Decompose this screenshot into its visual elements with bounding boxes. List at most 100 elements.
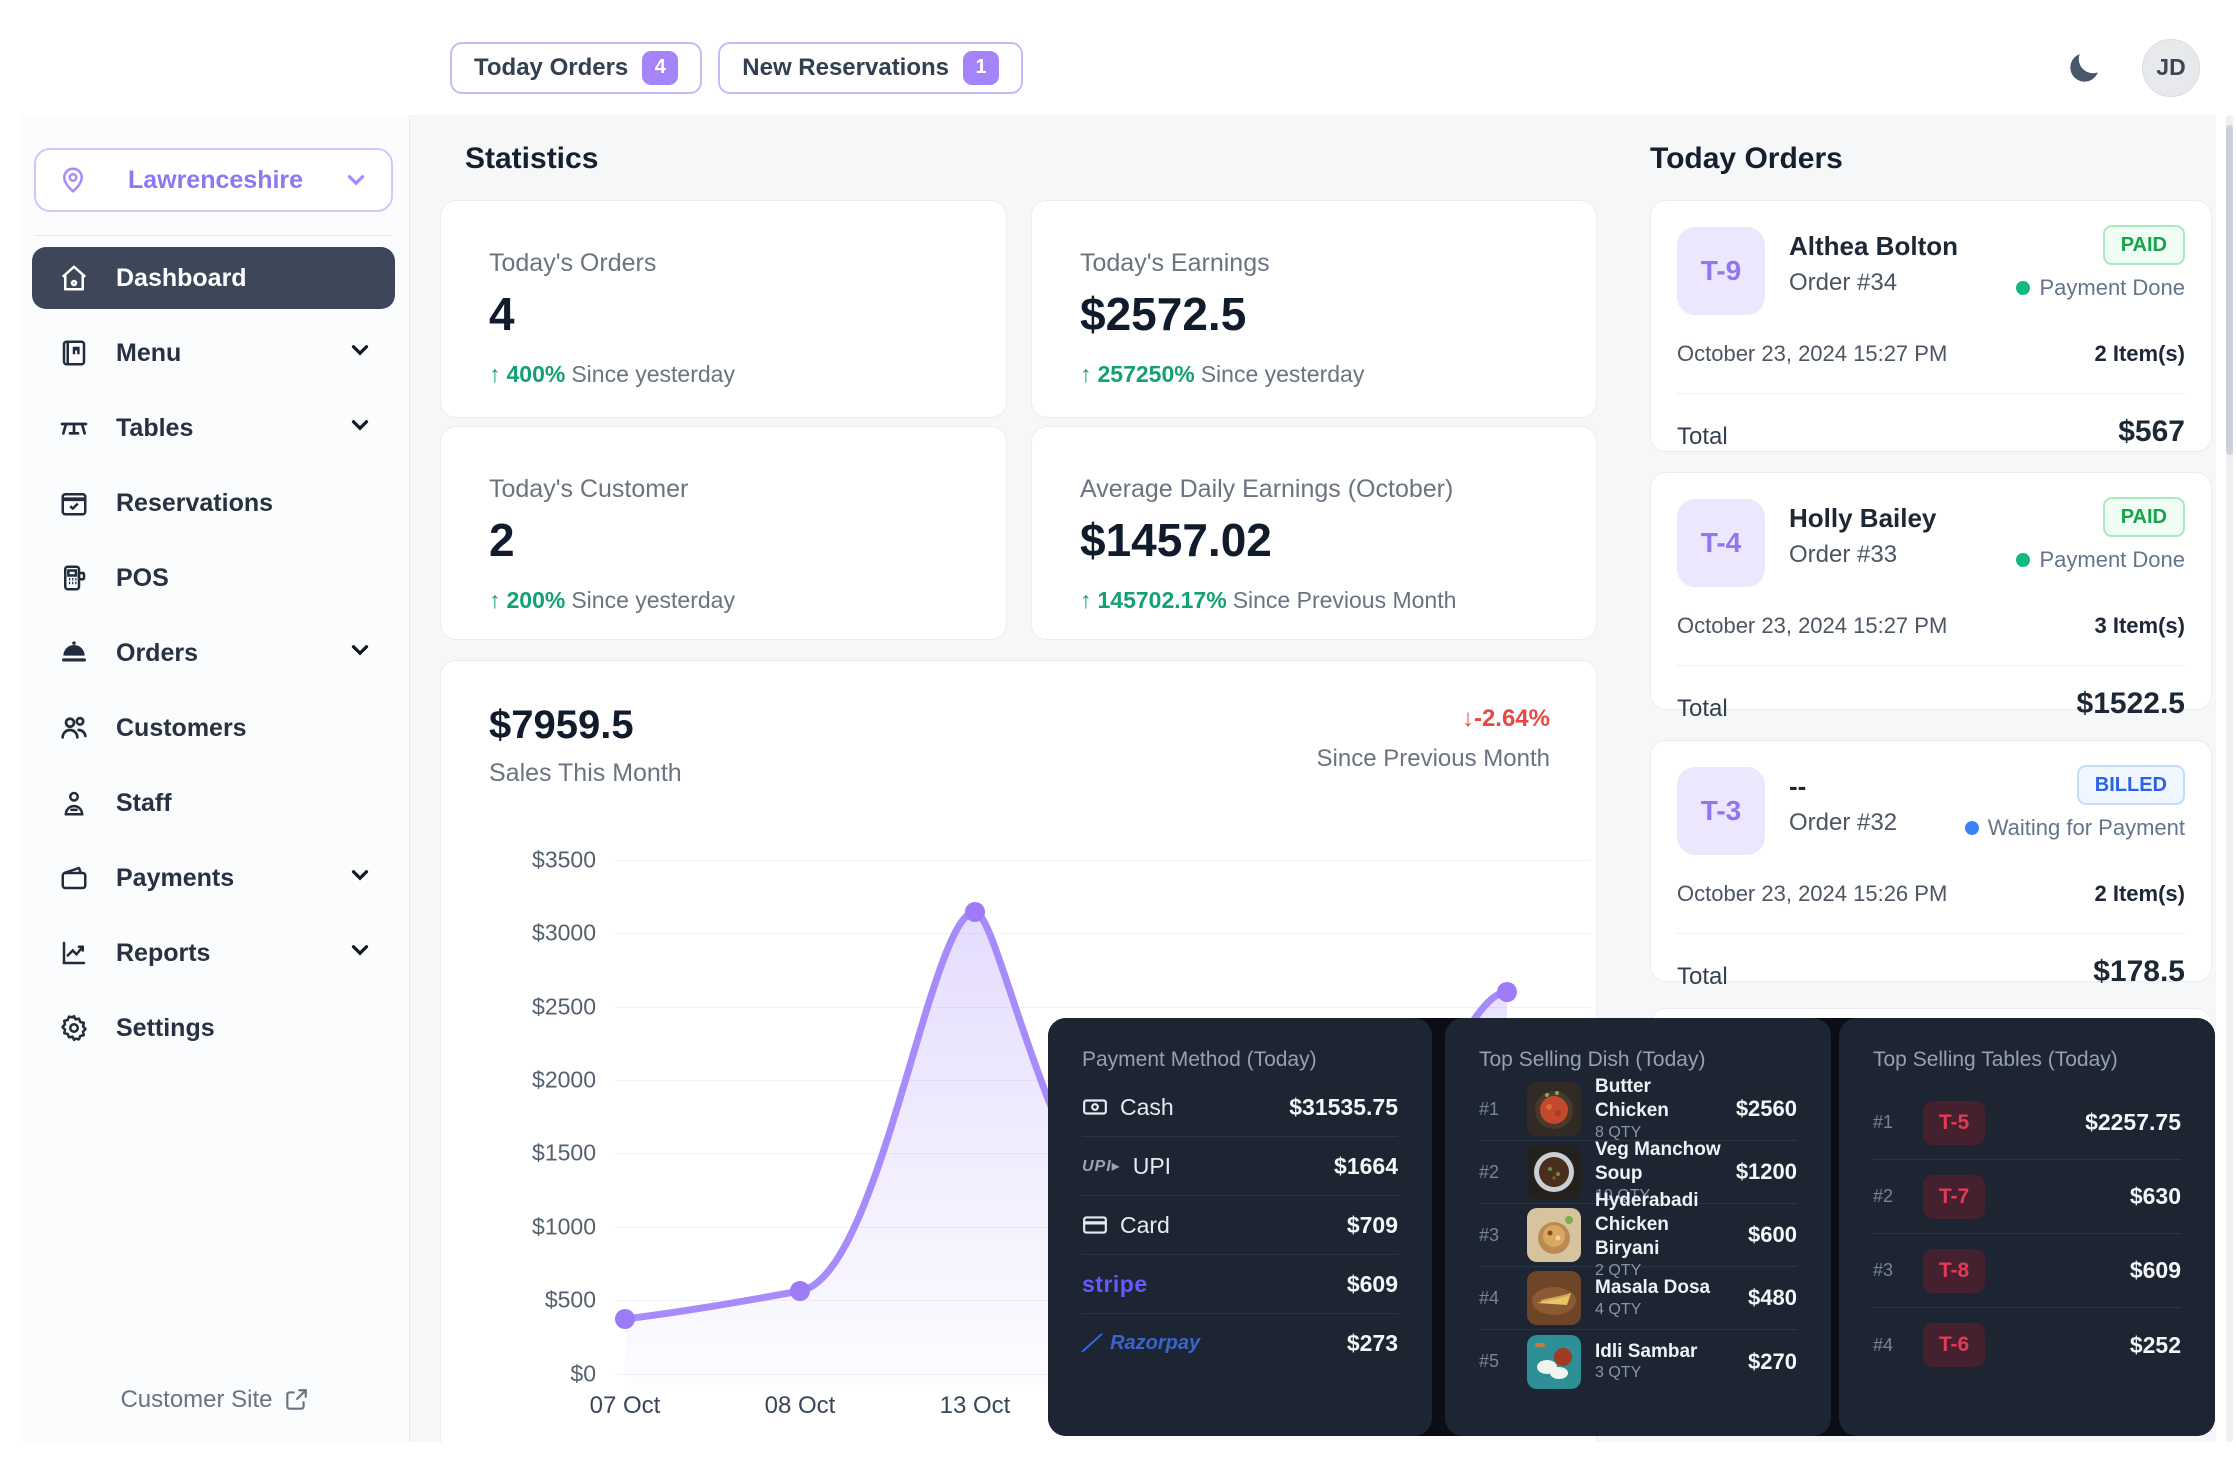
trend-up-icon: ↑ xyxy=(489,587,501,613)
sidebar-item-label: Reservations xyxy=(116,488,274,517)
sidebar-item-pos[interactable]: POS xyxy=(32,547,395,609)
razorpay-slash-icon: ⟋ xyxy=(1082,1330,1099,1356)
user-avatar[interactable]: JD xyxy=(2142,38,2200,97)
location-selector[interactable]: Lawrenceshire xyxy=(34,148,393,212)
table-row: #1 T-5 $2257.75 xyxy=(1873,1086,2181,1160)
dish-rank: #1 xyxy=(1479,1098,1500,1119)
dish-row: #3 Hyderabadi Chicken Biryani 2 QTY $600 xyxy=(1479,1190,1797,1279)
sidebar-item-label: Staff xyxy=(116,788,172,817)
stat-delta-percent: 257250% xyxy=(1097,361,1195,387)
order-items-count: 2 Item(s) xyxy=(2094,341,2185,366)
panel-title: Payment Method (Today) xyxy=(1082,1048,1317,1071)
cash-icon xyxy=(1082,1094,1108,1120)
top-selling-dish-panel: Top Selling Dish (Today) #1 Butter Chick… xyxy=(1445,1018,1831,1436)
order-datetime: October 23, 2024 15:27 PM xyxy=(1677,613,1948,638)
order-card[interactable]: T-3 -- Order #32 BILLED Waiting for Paym… xyxy=(1650,740,2212,990)
table-badge: T-5 xyxy=(1923,1100,1985,1145)
sidebar-item-menu[interactable]: Menu xyxy=(32,322,395,384)
order-card[interactable]: T-9 Althea Bolton Order #34 PAID Payment… xyxy=(1650,200,2212,452)
sidebar-item-staff[interactable]: Staff xyxy=(32,772,395,834)
y-axis-tick: $0 xyxy=(570,1360,596,1387)
table-rank: #1 xyxy=(1873,1112,1894,1132)
external-link-icon xyxy=(283,1387,309,1413)
dish-price: $270 xyxy=(1748,1348,1797,1374)
sales-delta: ↓-2.64% xyxy=(1462,705,1550,733)
dish-photo xyxy=(1527,1145,1581,1199)
stat-delta-note: Since yesterday xyxy=(1200,361,1365,387)
status-badge: PAID xyxy=(2102,497,2185,537)
dish-price: $600 xyxy=(1748,1222,1797,1247)
stat-value: 2 xyxy=(489,514,515,566)
customer-site-link[interactable]: Customer Site xyxy=(20,1386,409,1414)
table-badge: T-8 xyxy=(1923,1248,1985,1293)
y-axis-tick: $2500 xyxy=(532,993,596,1020)
table-amount: $630 xyxy=(2129,1183,2181,1209)
sidebar-item-label: Reports xyxy=(116,938,211,967)
payment-amount: $31535.75 xyxy=(1289,1093,1398,1120)
payment-status-note: Waiting for Payment xyxy=(1964,815,2185,841)
payment-amount: $1664 xyxy=(1334,1152,1398,1179)
payment-amount: $273 xyxy=(1346,1330,1398,1356)
trend-up-icon: ↑ xyxy=(489,361,501,387)
dish-rank: #5 xyxy=(1479,1351,1500,1371)
status-dot xyxy=(1964,821,1979,835)
order-total: $1522.5 xyxy=(2076,687,2185,720)
location-pin-icon xyxy=(58,165,88,195)
sidebar-item-tables[interactable]: Tables xyxy=(32,397,395,459)
order-total: $567 xyxy=(2118,415,2185,448)
sidebar-item-label: Menu xyxy=(116,338,182,367)
data-point-last xyxy=(1497,982,1517,1002)
order-card[interactable]: T-4 Holly Bailey Order #33 PAID Payment … xyxy=(1650,472,2212,722)
stat-value: $1457.02 xyxy=(1080,514,1272,566)
stat-delta-note: Since yesterday xyxy=(571,361,735,387)
payment-method-name: Cash xyxy=(1120,1093,1174,1120)
new-reservations-button-label: New Reservations xyxy=(742,53,950,81)
sidebar-nav: Dashboard Menu Tables xyxy=(32,247,395,1072)
sidebar-item-customers[interactable]: Customers xyxy=(32,697,395,759)
dark-mode-moon-icon[interactable] xyxy=(2064,48,2104,88)
stat-card-todays-orders: Today's Orders 4 ↑ 400% Since yesterday xyxy=(440,200,1007,418)
table-amount: $252 xyxy=(2129,1331,2181,1358)
stat-delta-note: Since Previous Month xyxy=(1232,587,1457,613)
sidebar-item-dashboard[interactable]: Dashboard xyxy=(32,247,395,309)
sidebar-divider xyxy=(34,235,393,236)
trend-up-icon: ↑ xyxy=(1080,587,1092,613)
table-badge: T-7 xyxy=(1923,1174,1985,1219)
dish-photo xyxy=(1527,1334,1581,1389)
dish-rank: #2 xyxy=(1479,1161,1500,1182)
dish-qty: 2 QTY xyxy=(1595,1261,1642,1279)
order-number: Order #34 xyxy=(1789,269,1898,296)
scrollbar-track[interactable] xyxy=(2226,115,2233,1442)
sidebar-item-orders[interactable]: Orders xyxy=(32,622,395,684)
top-selling-tables-panel: Top Selling Tables (Today) #1 T-5 $2257.… xyxy=(1839,1018,2215,1436)
stat-value: $2572.5 xyxy=(1080,288,1247,340)
sidebar-item-reservations[interactable]: Reservations xyxy=(32,472,395,534)
stat-card-todays-earnings: Today's Earnings $2572.5 ↑ 257250% Since… xyxy=(1031,200,1597,418)
menu-book-icon xyxy=(58,338,90,368)
customer-site-label: Customer Site xyxy=(120,1386,273,1413)
stat-label: Today's Orders xyxy=(489,249,657,277)
chevron-down-icon xyxy=(347,637,373,670)
new-reservations-button[interactable]: New Reservations 1 xyxy=(718,41,1024,94)
x-axis-tick: 07 Oct xyxy=(589,1392,661,1419)
today-orders-button[interactable]: Today Orders 4 xyxy=(450,41,703,94)
dish-price: $480 xyxy=(1748,1285,1797,1310)
y-axis-tick: $3500 xyxy=(532,846,596,873)
payment-method-name: UPI xyxy=(1132,1152,1172,1179)
table-badge: T-9 xyxy=(1677,227,1765,315)
sidebar-item-payments[interactable]: Payments xyxy=(32,847,395,909)
sidebar-item-label: Dashboard xyxy=(116,263,247,292)
y-axis-tick: $1000 xyxy=(532,1213,596,1240)
divider xyxy=(1677,393,2185,394)
payment-row: ⟋ Razorpay $273 xyxy=(1082,1314,1398,1373)
scrollbar-thumb[interactable] xyxy=(2226,125,2233,455)
y-axis-tick: $500 xyxy=(544,1286,596,1313)
home-icon xyxy=(58,263,90,293)
sidebar-item-reports[interactable]: Reports xyxy=(32,922,395,984)
data-point-08-oct xyxy=(790,1281,810,1301)
sidebar-item-settings[interactable]: Settings xyxy=(32,997,395,1059)
dish-photo xyxy=(1527,1208,1581,1262)
sidebar-item-label: POS xyxy=(116,563,169,592)
dish-rank: #3 xyxy=(1479,1224,1500,1245)
data-point-07-oct xyxy=(615,1309,635,1329)
